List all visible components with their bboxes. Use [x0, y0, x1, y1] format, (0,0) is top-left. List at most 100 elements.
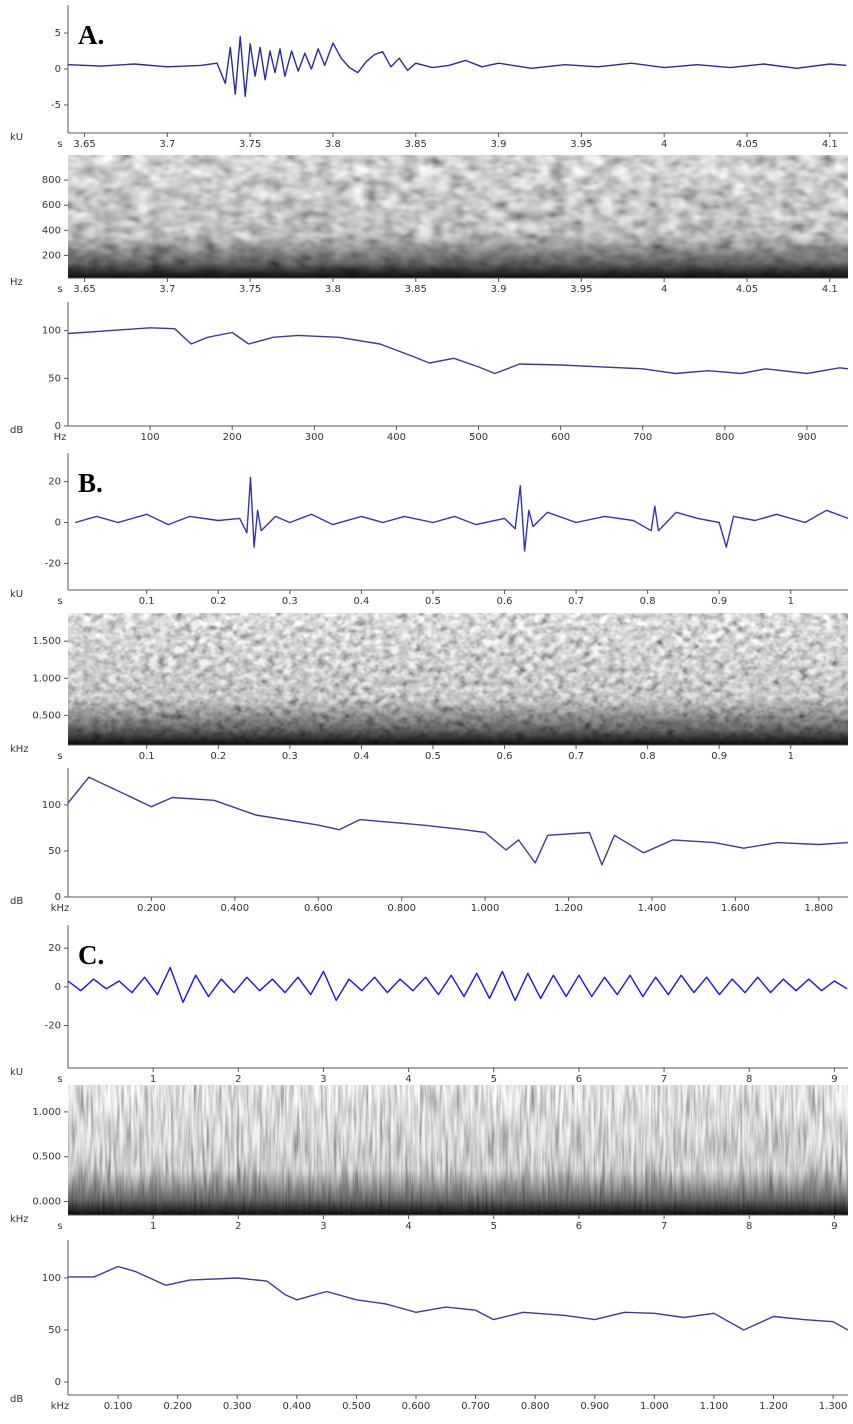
x-tick-label: 1: [150, 1221, 156, 1232]
x-tick-label: 4.1: [822, 284, 838, 295]
x-tick-label: 9: [831, 1221, 837, 1232]
y-axis-label: dB: [10, 1394, 23, 1405]
x-tick-label: 0.8: [640, 596, 656, 607]
x-tick-label: 3.65: [73, 284, 95, 295]
y-tick-label: 0: [55, 421, 61, 432]
x-tick-label: 0.600: [402, 1401, 431, 1412]
x-tick-label: 0.900: [580, 1401, 609, 1412]
y-tick-label: 0.000: [32, 1197, 61, 1208]
y-axis-label: Hz: [10, 277, 23, 288]
y-axis-label: kU: [10, 1067, 23, 1078]
x-tick-label: 3.9: [491, 139, 507, 150]
x-axis-label: kHz: [51, 903, 70, 914]
y-tick-label: 50: [48, 1325, 61, 1336]
spectrogram-low-band: [68, 155, 848, 278]
x-axis-label: s: [57, 139, 62, 150]
x-tick-label: 3.8: [325, 139, 341, 150]
x-tick-label: 1: [788, 596, 794, 607]
x-tick-label: 0.8: [640, 751, 656, 762]
data-line: [75, 476, 848, 552]
x-tick-label: 3.75: [239, 139, 261, 150]
y-tick-label: 0: [55, 64, 61, 75]
x-tick-label: 0.5: [425, 596, 441, 607]
x-tick-label: 0.200: [137, 903, 166, 914]
x-tick-label: 7: [661, 1221, 667, 1232]
y-tick-label: -20: [45, 1020, 61, 1031]
x-tick-label: 3: [320, 1221, 326, 1232]
x-axis-label: s: [57, 1221, 62, 1232]
y-tick-label: 0.500: [32, 710, 61, 721]
x-tick-label: 0.4: [353, 751, 369, 762]
panel-label: A.: [78, 20, 104, 50]
x-tick-label: 5: [491, 1074, 497, 1085]
y-tick-label: 400: [42, 225, 61, 236]
x-tick-label: 200: [223, 432, 242, 443]
x-tick-label: 4.1: [822, 139, 838, 150]
data-line: [68, 966, 848, 1003]
x-tick-label: 4: [405, 1221, 411, 1232]
x-tick-label: 1.000: [640, 1401, 669, 1412]
y-tick-label: 20: [48, 943, 61, 954]
x-tick-label: 500: [469, 432, 488, 443]
x-tick-label: 4: [661, 284, 667, 295]
data-line: [68, 776, 848, 866]
x-axis-label: s: [57, 1074, 62, 1085]
x-tick-label: 0.7: [568, 596, 584, 607]
x-tick-label: 0.300: [223, 1401, 252, 1412]
x-axis-label: s: [57, 596, 62, 607]
y-tick-label: 50: [48, 373, 61, 384]
x-tick-label: 100: [141, 432, 160, 443]
x-tick-label: 0.800: [521, 1401, 550, 1412]
x-tick-label: 0.700: [461, 1401, 490, 1412]
x-tick-label: 6: [576, 1221, 582, 1232]
data-line: [68, 35, 847, 97]
y-tick-label: 1.500: [32, 636, 61, 647]
x-tick-label: 1.200: [759, 1401, 788, 1412]
y-tick-label: 50: [48, 846, 61, 857]
data-line: [68, 327, 848, 375]
y-tick-label: 0: [55, 892, 61, 903]
y-tick-label: 100: [42, 326, 61, 337]
x-tick-label: 0.5: [425, 751, 441, 762]
y-tick-label: 0.500: [32, 1152, 61, 1163]
x-tick-label: 1.100: [700, 1401, 729, 1412]
x-tick-label: 3.7: [159, 139, 175, 150]
x-tick-label: 300: [305, 432, 324, 443]
x-tick-label: 0.2: [210, 596, 226, 607]
y-axis-label: kU: [10, 132, 23, 143]
y-axis-label: kU: [10, 589, 23, 600]
x-tick-label: 0.6: [497, 596, 513, 607]
x-tick-label: 0.9: [711, 751, 727, 762]
x-tick-label: 700: [633, 432, 652, 443]
x-tick-label: 4: [661, 139, 667, 150]
x-tick-label: 3.9: [491, 284, 507, 295]
x-tick-label: 0.100: [104, 1401, 133, 1412]
y-tick-label: 200: [42, 250, 61, 261]
panel-label: B.: [78, 468, 103, 498]
x-axis-label: Hz: [54, 432, 67, 443]
x-tick-label: 3.85: [405, 284, 427, 295]
x-tick-label: 1.600: [721, 903, 750, 914]
x-tick-label: 0.400: [221, 903, 250, 914]
x-tick-label: 1: [788, 751, 794, 762]
y-tick-label: 0: [55, 518, 61, 529]
x-tick-label: 3: [320, 1074, 326, 1085]
x-tick-label: 600: [551, 432, 570, 443]
y-axis-label: dB: [10, 896, 23, 907]
y-tick-label: 0: [55, 1377, 61, 1388]
x-tick-label: 3.65: [73, 139, 95, 150]
x-tick-label: 0.500: [342, 1401, 371, 1412]
x-tick-label: 2: [235, 1074, 241, 1085]
x-tick-label: 7: [661, 1074, 667, 1085]
x-tick-label: 3.85: [405, 139, 427, 150]
x-tick-label: 1.800: [804, 903, 833, 914]
x-tick-label: 1.000: [471, 903, 500, 914]
x-tick-label: 1: [150, 1074, 156, 1085]
y-axis-label: kHz: [10, 744, 29, 755]
y-tick-label: 100: [42, 1273, 61, 1284]
panel-label: C.: [78, 940, 104, 970]
x-tick-label: 6: [576, 1074, 582, 1085]
x-axis-label: kHz: [51, 1401, 70, 1412]
